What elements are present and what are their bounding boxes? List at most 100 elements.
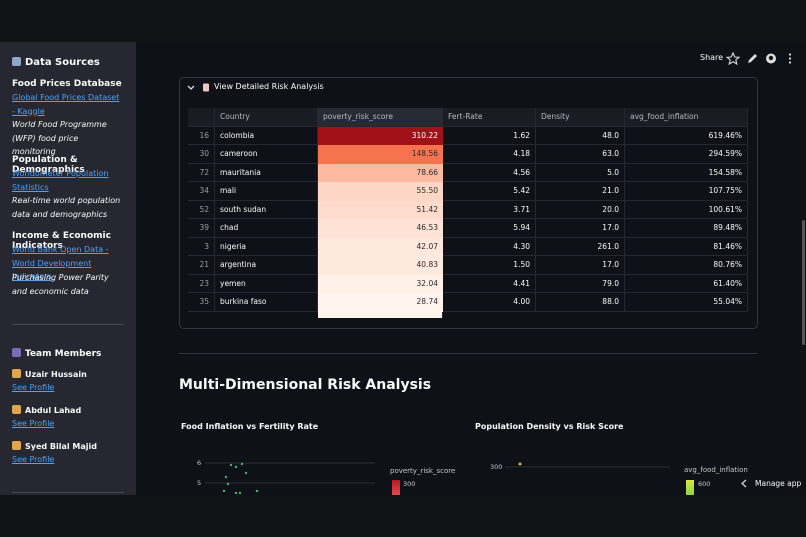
table-cell: 80.76% bbox=[625, 256, 748, 275]
row-index: 35 bbox=[188, 293, 215, 312]
source-title: Food Prices Database bbox=[12, 79, 122, 89]
table-cell: 5.0 bbox=[536, 163, 625, 182]
table-cell: 310.22 bbox=[318, 126, 443, 145]
column-header[interactable]: poverty_risk_score bbox=[318, 108, 443, 127]
member-text: Uzair Hussain bbox=[25, 370, 87, 379]
table-cell: 100.61% bbox=[625, 200, 748, 219]
team-heading: Team Members bbox=[12, 348, 101, 359]
star-icon[interactable] bbox=[726, 52, 741, 65]
source-description: World Food Programme (WFP) food price mo… bbox=[12, 120, 107, 156]
icon bbox=[12, 405, 21, 414]
profile-link[interactable]: See Profile bbox=[12, 419, 55, 428]
sidebar: Data Sources Food Prices Database Global… bbox=[0, 42, 136, 495]
row-index: 72 bbox=[188, 163, 215, 182]
colorbar bbox=[392, 480, 400, 495]
data-table: Country poverty_risk_score Fert-Rate Densit… bbox=[188, 108, 748, 318]
table-cell: 619.46% bbox=[625, 126, 748, 145]
scatter-point bbox=[255, 489, 259, 493]
chevron-left bbox=[741, 479, 747, 488]
expander-label[interactable]: View Detailed Risk Analysis bbox=[214, 82, 324, 91]
source-link[interactable]: World Bank Open Data - World Development… bbox=[12, 245, 109, 281]
scatter-point bbox=[222, 489, 226, 493]
column-header[interactable]: avg_food_inflation bbox=[625, 108, 748, 127]
table-cell: 17.0 bbox=[536, 219, 625, 238]
scatter-point bbox=[234, 465, 238, 469]
table-cell: 4.30 bbox=[443, 237, 536, 256]
table-cell: 261.0 bbox=[536, 237, 625, 256]
profile-link[interactable]: See Profile bbox=[12, 455, 55, 464]
table-cell: 4.18 bbox=[443, 145, 536, 164]
table-cell: 55.04% bbox=[625, 293, 748, 312]
column-header[interactable]: Fert-Rate bbox=[443, 108, 536, 127]
menu-dot[interactable] bbox=[788, 61, 792, 64]
table-cell: 107.75% bbox=[625, 182, 748, 201]
scatter-point bbox=[229, 463, 233, 467]
table-cell: 148.56 bbox=[318, 145, 443, 164]
icon bbox=[12, 369, 21, 378]
table-cell: 17.0 bbox=[536, 256, 625, 275]
row-index: 34 bbox=[188, 182, 215, 201]
table-cell: colombia bbox=[215, 126, 318, 145]
chart-title: Food Inflation vs Fertility Rate bbox=[181, 422, 319, 431]
divider bbox=[12, 492, 124, 493]
index-header bbox=[188, 108, 215, 127]
member-text: Syed Bilal Majid bbox=[25, 442, 97, 451]
source-link[interactable]: Global Food Prices Dataset - Kaggle bbox=[12, 93, 120, 116]
row-index: 23 bbox=[188, 274, 215, 293]
menu-dot[interactable] bbox=[788, 57, 792, 60]
table-cell: 78.66 bbox=[318, 163, 443, 182]
menu-dot[interactable] bbox=[788, 53, 792, 56]
icon bbox=[12, 57, 21, 66]
divider bbox=[179, 353, 757, 354]
column-header[interactable]: Country bbox=[215, 108, 318, 127]
row-index: 30 bbox=[188, 145, 215, 164]
edit-icon[interactable] bbox=[748, 54, 757, 63]
chevron[interactable] bbox=[187, 85, 195, 90]
table-cell: 4.41 bbox=[443, 274, 536, 293]
table-cell: burkina faso bbox=[215, 293, 318, 312]
table-cell: 81.46% bbox=[625, 237, 748, 256]
table-cell: 5.94 bbox=[443, 219, 536, 238]
scatter-point bbox=[234, 491, 238, 495]
table-cell: 48.0 bbox=[536, 126, 625, 145]
legend-title: poverty_risk_score bbox=[390, 467, 456, 475]
clipboard-icon bbox=[203, 83, 209, 92]
scatter-point bbox=[244, 471, 248, 475]
row-index: 3 bbox=[188, 237, 215, 256]
scrollbar bbox=[802, 220, 805, 345]
section-title: Multi-Dimensional Risk Analysis bbox=[179, 377, 432, 393]
source-description: Purchasing Power Parity and economic dat… bbox=[12, 273, 109, 296]
expander-icons bbox=[187, 83, 209, 92]
table-cell: 42.07 bbox=[318, 237, 443, 256]
table-cell: 1.62 bbox=[443, 126, 536, 145]
table-cell: cameroon bbox=[215, 145, 318, 164]
scatter-point bbox=[240, 462, 244, 466]
table-cell: 46.53 bbox=[318, 219, 443, 238]
table-cell: 63.0 bbox=[536, 145, 625, 164]
expander[interactable] bbox=[179, 77, 758, 329]
heading-text: Team Members bbox=[25, 349, 102, 359]
share-button[interactable]: Share bbox=[700, 53, 724, 62]
heading-text: Data Sources bbox=[25, 57, 100, 68]
toolbar-icons bbox=[726, 52, 792, 65]
github-icon-inner bbox=[768, 55, 774, 61]
legend-title: avg_food_inflation bbox=[684, 466, 748, 474]
table-cell: 28.74 bbox=[318, 293, 443, 312]
table-cell: 21.0 bbox=[536, 182, 625, 201]
member-name: Abdul Lahad bbox=[12, 405, 81, 415]
column-header[interactable]: Density bbox=[536, 108, 625, 127]
table-cell: 40.83 bbox=[318, 256, 443, 275]
table-cell: 55.50 bbox=[318, 182, 443, 201]
table-cell: 4.56 bbox=[443, 163, 536, 182]
table-cell: argentina bbox=[215, 256, 318, 275]
profile-link[interactable]: See Profile bbox=[12, 383, 55, 392]
source-link[interactable]: Worldometer Population Statistics bbox=[12, 169, 109, 192]
manage-app-button[interactable]: Manage app bbox=[734, 475, 802, 492]
y-tick-label: 5 bbox=[197, 479, 202, 487]
table-cell: 51.42 bbox=[318, 200, 443, 219]
row-index: 16 bbox=[188, 126, 215, 145]
row-index: 39 bbox=[188, 219, 215, 238]
table-cell: 4.00 bbox=[443, 293, 536, 312]
